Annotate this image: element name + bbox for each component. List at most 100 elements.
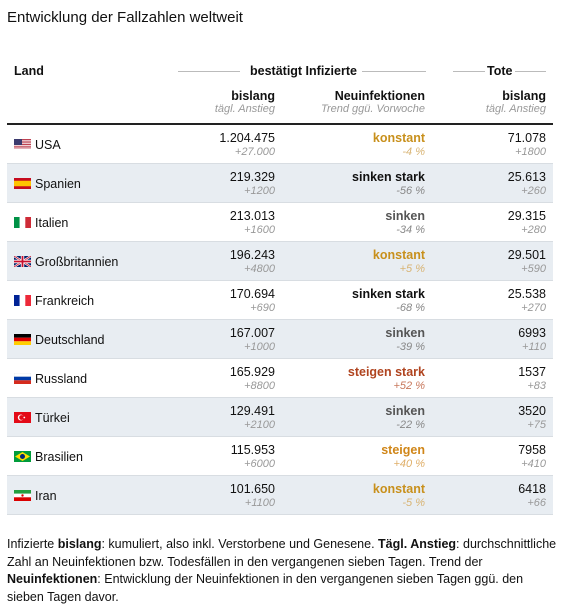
header-rule <box>178 71 240 72</box>
footnote-text: bislang <box>57 537 102 551</box>
table-row: USA 1.204.475 +27.000 konstant -4 % 71.078 +18… <box>7 125 553 164</box>
deaths-total: 29.501 <box>507 248 546 262</box>
table-row: Iran 101.650 +1100 konstant -5 % 6418 +66 <box>7 476 553 515</box>
header-land: Land <box>14 64 44 78</box>
trend-label: konstant <box>372 248 425 262</box>
trend-label: konstant <box>372 131 425 145</box>
footnote-text: : durchschnittliche Zahl an Neuinfektion… <box>7 537 557 569</box>
country-name: Frankreich <box>35 294 95 308</box>
cases-total: 219.329 <box>229 170 275 184</box>
trend-percent: +5 % <box>399 263 425 275</box>
deaths-total: 1537 <box>518 365 546 379</box>
flag-icon <box>14 293 31 311</box>
flag-icon <box>14 449 31 467</box>
deaths-increase: +75 <box>527 419 546 431</box>
deaths-increase: +280 <box>521 224 546 236</box>
trend-percent: -4 % <box>402 146 425 158</box>
cases-increase: +1000 <box>244 341 275 353</box>
trend-label: steigen stark <box>347 365 425 379</box>
cases-total: 167.007 <box>229 326 275 340</box>
header-cases: bislang <box>231 89 275 103</box>
flag-icon <box>14 410 31 428</box>
table-row: Italien 213.013 +1600 sinken -34 % 29.315 +280 <box>7 203 553 242</box>
deaths-increase: +590 <box>521 263 546 275</box>
cases-increase: +27.000 <box>234 146 275 158</box>
header-rule <box>515 71 546 72</box>
deaths-increase: +410 <box>521 458 546 470</box>
country-name: Türkei <box>35 411 70 425</box>
title: Entwicklung der Fallzahlen weltweit <box>7 9 243 26</box>
header-cases-sub: tägl. Anstieg <box>214 103 275 115</box>
trend-percent: -56 % <box>396 185 425 197</box>
header-trend: Neuinfektionen <box>334 89 425 103</box>
trend-percent: +40 % <box>393 458 426 470</box>
header-rule <box>362 71 426 72</box>
header-deaths-sub: tägl. Anstieg <box>485 103 546 115</box>
cases-total: 1.204.475 <box>219 131 275 145</box>
deaths-total: 25.613 <box>507 170 546 184</box>
cases-increase: +690 <box>250 302 275 314</box>
deaths-increase: +270 <box>521 302 546 314</box>
header-divider <box>7 123 553 125</box>
trend-percent: -34 % <box>396 224 425 236</box>
footnote: Infizierte bislang: kumuliert, also inkl… <box>7 536 563 606</box>
footnote-text: Tägl. Anstieg <box>378 537 457 551</box>
country-name: Brasilien <box>35 450 83 464</box>
trend-label: sinken stark <box>352 170 425 184</box>
header-trend-sub: Trend ggü. Vorwoche <box>321 103 425 115</box>
cases-increase: +1200 <box>244 185 275 197</box>
country-name: Russland <box>35 372 88 386</box>
trend-percent: -39 % <box>396 341 425 353</box>
trend-label: sinken <box>385 209 425 223</box>
country-name: Großbritannien <box>35 255 119 269</box>
table-row: Brasilien 115.953 +6000 steigen +40 % 7958 +41… <box>7 437 553 476</box>
cases-increase: +1100 <box>244 497 275 509</box>
country-name: Spanien <box>35 177 81 191</box>
deaths-total: 7958 <box>518 443 546 457</box>
cases-increase: +1600 <box>244 224 275 236</box>
cases-increase: +8800 <box>244 380 275 392</box>
trend-label: sinken <box>385 326 425 340</box>
flag-icon <box>14 137 31 155</box>
cases-increase: +2100 <box>244 419 275 431</box>
country-name: Deutschland <box>35 333 105 347</box>
deaths-total: 6993 <box>518 326 546 340</box>
deaths-total: 25.538 <box>507 287 546 301</box>
flag-icon <box>13 371 32 389</box>
country-name: Italien <box>35 216 69 230</box>
cases-total: 196.243 <box>229 248 275 262</box>
trend-label: sinken <box>385 404 425 418</box>
trend-percent: -22 % <box>396 419 425 431</box>
flag-icon <box>14 332 31 350</box>
flag-icon <box>14 176 31 194</box>
flag-icon <box>14 215 31 233</box>
deaths-total: 3520 <box>518 404 546 418</box>
footnote-text: : kumuliert, also inkl. Verstorbene und … <box>101 537 379 551</box>
trend-percent: -5 % <box>402 497 425 509</box>
trend-percent: -68 % <box>396 302 425 314</box>
flag-icon <box>13 254 32 272</box>
deaths-increase: +66 <box>527 497 546 509</box>
cases-total: 165.929 <box>229 365 275 379</box>
country-name: Iran <box>35 489 57 503</box>
deaths-increase: +1800 <box>515 146 546 158</box>
trend-label: konstant <box>372 482 425 496</box>
cases-increase: +4800 <box>244 263 275 275</box>
header-group-deaths: Tote <box>487 64 513 78</box>
trend-percent: +52 % <box>393 380 426 392</box>
header-rule <box>453 71 485 72</box>
cases-total: 213.013 <box>229 209 275 223</box>
trend-label: sinken stark <box>352 287 425 301</box>
header-deaths: bislang <box>502 89 546 103</box>
cases-total: 101.650 <box>229 482 275 496</box>
table-row: Russland 165.929 +8800 steigen stark +52 % 15… <box>7 359 553 398</box>
flag-icon <box>14 488 31 506</box>
table-row: Großbritannien 196.243 +4800 konstant +5 % 29… <box>7 242 553 281</box>
footnote-text: Infizierte <box>7 537 58 551</box>
deaths-increase: +83 <box>527 380 546 392</box>
country-name: USA <box>35 138 61 152</box>
deaths-total: 6418 <box>518 482 546 496</box>
cases-total: 129.491 <box>229 404 275 418</box>
